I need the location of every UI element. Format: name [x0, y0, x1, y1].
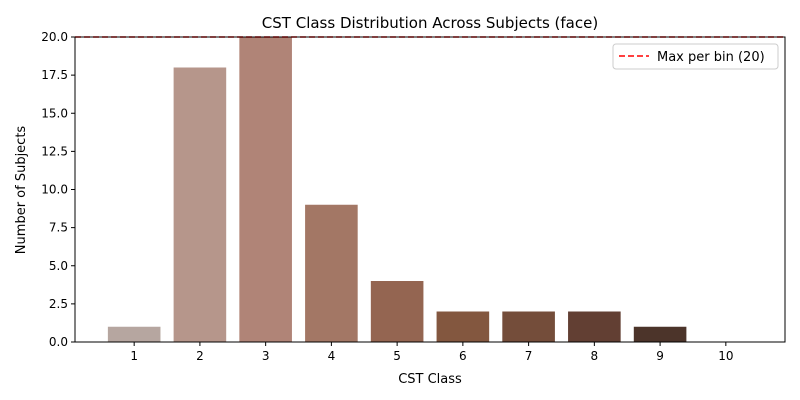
- y-axis-ticks: 0.0 2.5 5.0 7.5 10.0 12.5 15.0 17.5 20.0: [41, 30, 75, 349]
- y-tick-label: 5.0: [49, 259, 68, 273]
- x-tick-label: 4: [328, 349, 336, 363]
- bar-2: [173, 67, 227, 342]
- x-tick-label: 10: [718, 349, 733, 363]
- x-tick-label: 8: [591, 349, 599, 363]
- bar-4: [305, 204, 358, 342]
- x-axis-label: CST Class: [398, 372, 462, 387]
- y-tick-label: 12.5: [41, 144, 68, 158]
- x-tick-label: 1: [130, 349, 138, 363]
- legend-label: Max per bin (20): [657, 50, 765, 65]
- bars: [107, 37, 687, 342]
- bar-5: [370, 281, 424, 342]
- x-tick-label: 9: [656, 349, 664, 363]
- x-tick-label: 2: [196, 349, 204, 363]
- x-tick-label: 6: [459, 349, 467, 363]
- bar-6: [436, 311, 490, 342]
- x-axis-ticks: 1 2 3 4 5 6 7 8 9 10: [130, 342, 733, 363]
- y-tick-label: 20.0: [41, 30, 68, 44]
- bar-1: [107, 326, 161, 342]
- y-tick-label: 7.5: [49, 221, 68, 235]
- y-tick-label: 15.0: [41, 106, 68, 120]
- y-axis-label: Number of Subjects: [14, 126, 29, 255]
- bar-9: [633, 326, 687, 342]
- y-tick-label: 0.0: [49, 335, 68, 349]
- x-tick-label: 5: [393, 349, 401, 363]
- bar-8: [568, 311, 621, 342]
- x-tick-label: 7: [525, 349, 533, 363]
- y-tick-label: 10.0: [41, 183, 68, 197]
- bar-7: [502, 311, 555, 342]
- legend: Max per bin (20): [612, 43, 779, 70]
- legend-box: [612, 43, 779, 70]
- y-tick-label: 17.5: [41, 68, 68, 82]
- bar-3: [239, 37, 292, 342]
- y-tick-label: 2.5: [49, 297, 68, 311]
- chart-title: CST Class Distribution Across Subjects (…: [262, 14, 598, 32]
- x-tick-label: 3: [262, 349, 270, 363]
